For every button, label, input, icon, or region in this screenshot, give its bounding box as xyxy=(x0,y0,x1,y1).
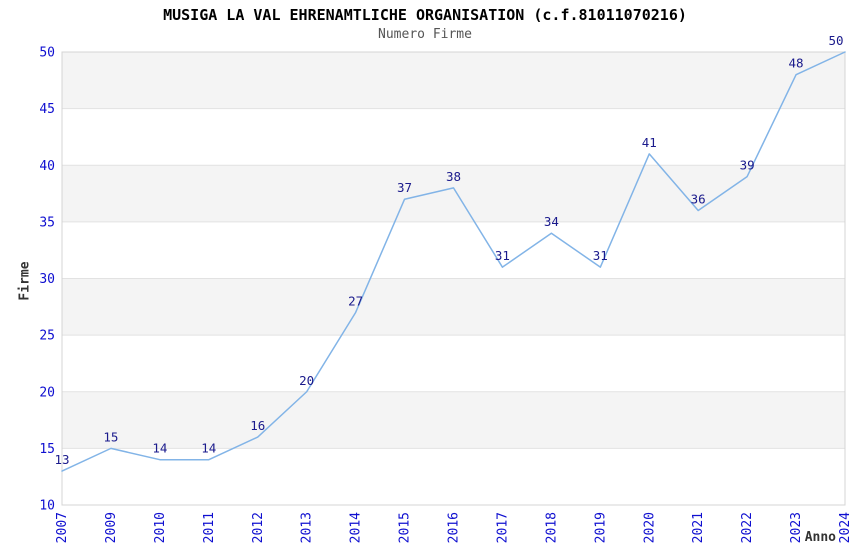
data-label: 41 xyxy=(642,135,657,150)
x-tick-label: 2021 xyxy=(691,512,706,543)
y-tick-label: 40 xyxy=(39,159,55,174)
plot-band xyxy=(62,278,845,336)
data-label: 34 xyxy=(544,214,559,229)
data-label: 31 xyxy=(593,248,608,263)
data-label: 31 xyxy=(495,248,510,263)
y-tick-label: 10 xyxy=(39,499,55,514)
y-tick-label: 25 xyxy=(39,329,55,344)
data-label: 16 xyxy=(250,418,265,433)
x-tick-label: 2011 xyxy=(202,512,217,543)
x-tick-label: 2017 xyxy=(495,512,510,543)
data-label: 27 xyxy=(348,293,363,308)
data-label: 13 xyxy=(54,452,69,467)
x-axis-title: Anno xyxy=(804,530,836,545)
x-tick-label: 2007 xyxy=(55,512,70,543)
data-label: 14 xyxy=(152,441,167,456)
x-tick-label: 2022 xyxy=(740,512,755,543)
chart-subtitle: Numero Firme xyxy=(378,27,472,42)
chart-title: MUSIGA LA VAL EHRENAMTLICHE ORGANISATION… xyxy=(163,6,687,24)
x-tick-label: 2019 xyxy=(593,512,608,543)
data-label: 14 xyxy=(201,441,216,456)
data-label: 37 xyxy=(397,180,412,195)
x-tick-label: 2016 xyxy=(447,512,462,543)
x-tick-label: 2023 xyxy=(789,512,804,543)
plot-border xyxy=(61,51,846,506)
data-label: 38 xyxy=(446,169,461,184)
x-tick-label: 2010 xyxy=(153,512,168,543)
x-tick-label: 2020 xyxy=(642,512,657,543)
data-label: 48 xyxy=(789,56,804,71)
x-tick-label: 2014 xyxy=(349,512,364,543)
y-tick-label: 30 xyxy=(39,272,55,287)
y-tick-label: 15 xyxy=(39,442,55,457)
data-line xyxy=(61,51,846,472)
data-label: 20 xyxy=(299,373,314,388)
data-label: 36 xyxy=(691,192,706,207)
x-tick-label: 2013 xyxy=(300,512,315,543)
y-tick-label: 50 xyxy=(39,46,55,61)
x-tick-label: 2018 xyxy=(544,512,559,543)
x-tick-label: 2024 xyxy=(838,512,850,543)
y-tick-label: 35 xyxy=(39,215,55,230)
x-tick-label: 2009 xyxy=(104,512,119,543)
y-tick-label: 45 xyxy=(39,102,55,117)
plot-band xyxy=(62,165,845,222)
data-label: 39 xyxy=(740,158,755,173)
x-tick-label: 2015 xyxy=(398,512,413,543)
data-label: 50 xyxy=(828,33,843,48)
y-tick-label: 20 xyxy=(39,385,55,400)
plot-band xyxy=(62,52,845,109)
y-axis-title: Firme xyxy=(17,261,33,301)
x-tick-label: 2012 xyxy=(251,512,266,543)
plot-band xyxy=(62,391,845,449)
data-label: 15 xyxy=(103,429,118,444)
